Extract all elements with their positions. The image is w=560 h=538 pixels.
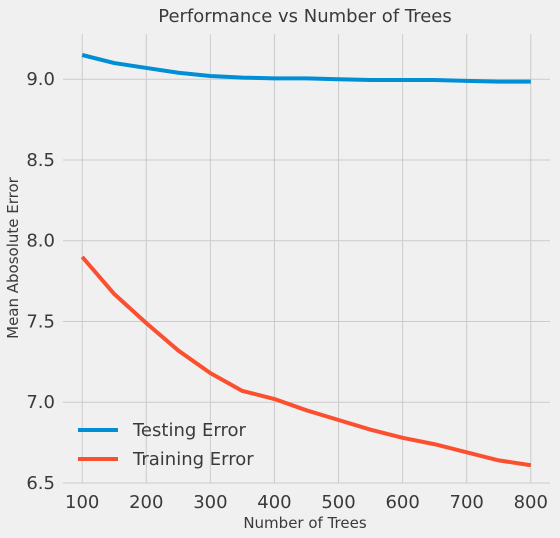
y-tick-label: 7.0: [26, 392, 55, 413]
series-line-training-error: [80, 255, 532, 468]
x-tick-label: 100: [65, 492, 99, 513]
x-tick-label: 800: [514, 492, 548, 513]
x-tick-label: 200: [129, 492, 163, 513]
y-axis-title: Mean Abosolute Error: [4, 176, 22, 339]
y-tick-label: 7.5: [26, 311, 55, 332]
grid: [63, 34, 550, 484]
x-tick-label: 400: [257, 492, 291, 513]
x-tick-label: 500: [321, 492, 355, 513]
chart-title: Performance vs Number of Trees: [158, 6, 452, 27]
x-tick-label: 700: [450, 492, 484, 513]
series-lines: [80, 53, 532, 468]
legend: Testing Error Training Error: [78, 420, 254, 470]
y-tick-label: 9.0: [26, 69, 55, 90]
legend-label: Training Error: [132, 449, 254, 470]
tick-labels: 100 200 300 400 500 600 700 800 6.5 7.0 7.5 8.0 8.5 9…: [26, 69, 548, 513]
y-tick-label: 8.0: [26, 231, 55, 252]
y-tick-label: 6.5: [26, 473, 55, 494]
x-tick-label: 600: [385, 492, 419, 513]
x-tick-label: 300: [193, 492, 227, 513]
x-axis-title: Number of Trees: [243, 514, 367, 532]
legend-label: Testing Error: [132, 420, 246, 441]
y-tick-label: 8.5: [26, 150, 55, 171]
series-line-testing-error: [81, 53, 531, 84]
